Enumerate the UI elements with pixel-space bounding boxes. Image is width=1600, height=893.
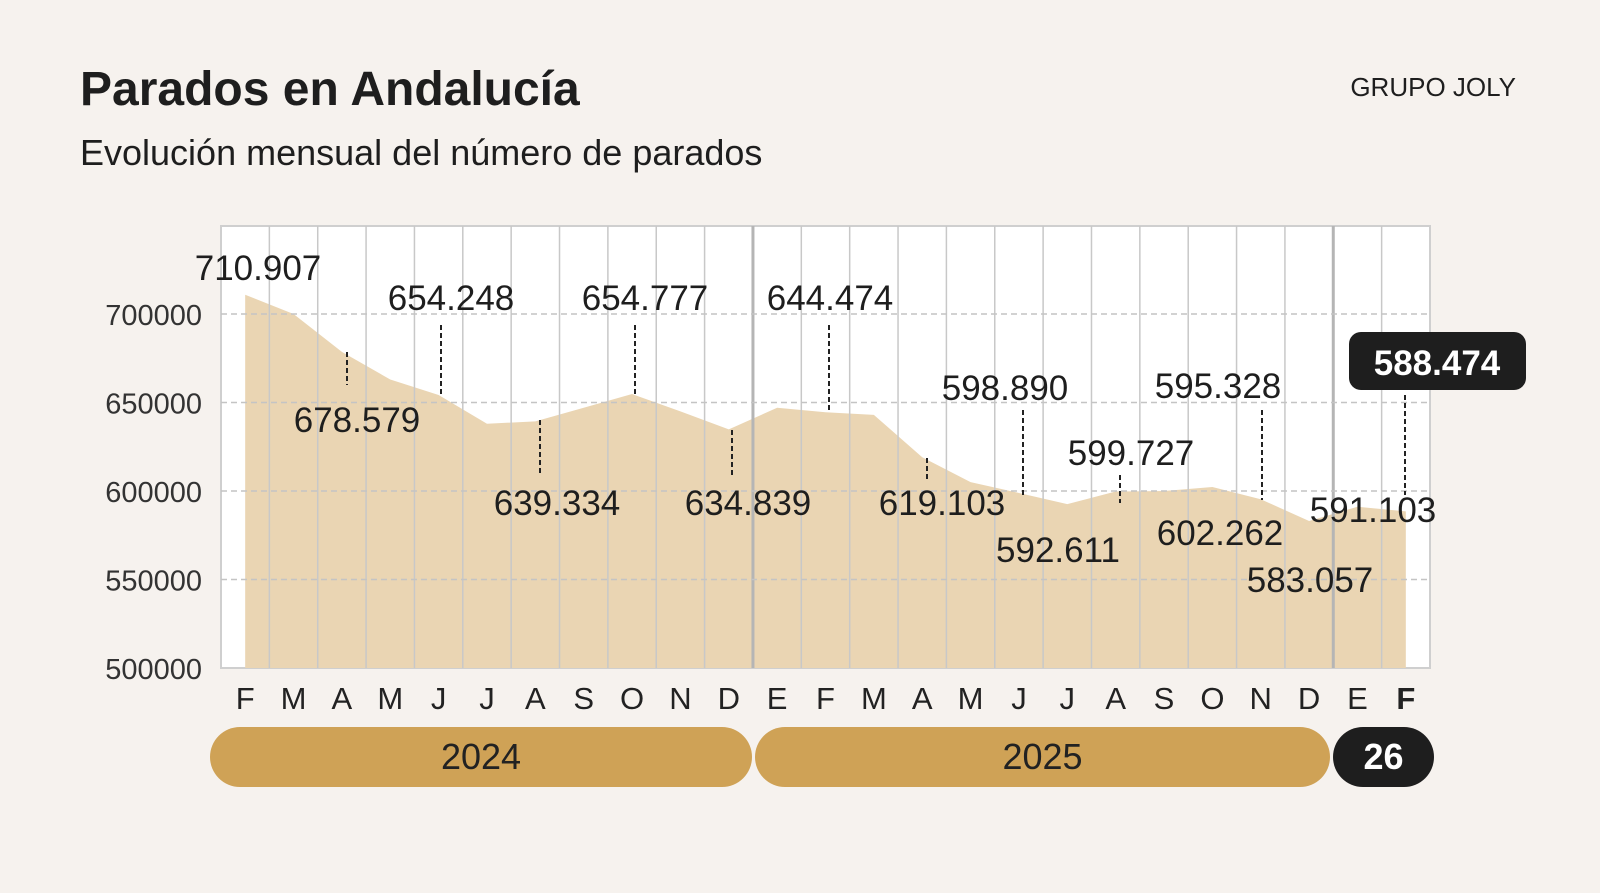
x-tick-label: M [861, 681, 887, 716]
year-label: 2024 [441, 736, 521, 777]
x-tick-label: F [236, 681, 255, 716]
chart-subtitle: Evolución mensual del número de parados [80, 132, 763, 173]
year-pill [1333, 727, 1434, 787]
area-series [245, 294, 1406, 668]
chart-title: Parados en Andalucía [80, 63, 580, 116]
year-label: 2025 [1002, 736, 1082, 777]
x-tick-label: A [1105, 681, 1126, 716]
data-label: 591.103 [1310, 491, 1437, 530]
x-tick-label: J [479, 681, 495, 716]
data-label: 710.907 [195, 249, 322, 288]
data-label: 644.474 [767, 279, 894, 318]
data-label: 602.262 [1157, 514, 1284, 553]
data-label: 599.727 [1068, 434, 1195, 473]
data-label: 654.248 [388, 279, 515, 318]
y-tick-label: 700000 [105, 300, 202, 332]
x-tick-label: F [1396, 681, 1415, 716]
x-tick-label: A [332, 681, 353, 716]
x-tick-label: F [816, 681, 835, 716]
data-label: 634.839 [685, 484, 812, 523]
year-pill [755, 727, 1330, 787]
x-tick-label: M [281, 681, 307, 716]
data-label: 639.334 [494, 484, 621, 523]
x-tick-label: D [718, 681, 740, 716]
y-tick-label: 550000 [105, 566, 202, 598]
data-label: 592.611 [996, 531, 1120, 570]
year-pill [210, 727, 752, 787]
x-tick-label: E [767, 681, 788, 716]
data-label: 595.328 [1155, 367, 1282, 406]
x-tick-label: S [1154, 681, 1175, 716]
x-tick-label: A [912, 681, 933, 716]
y-tick-label: 650000 [105, 389, 202, 421]
x-tick-label: N [669, 681, 691, 716]
data-label: 619.103 [879, 484, 1006, 523]
data-label: 588.474 [1374, 344, 1501, 383]
x-tick-label: M [958, 681, 984, 716]
highlight-badge [1349, 332, 1526, 390]
data-label: 654.777 [582, 279, 709, 318]
y-tick-label: 500000 [105, 654, 202, 686]
x-tick-label: A [525, 681, 546, 716]
brand-label: GRUPO JOLY [1350, 72, 1516, 102]
x-tick-label: D [1298, 681, 1320, 716]
x-tick-label: J [431, 681, 447, 716]
x-tick-label: S [573, 681, 594, 716]
x-tick-label: E [1347, 681, 1368, 716]
x-tick-label: O [1200, 681, 1224, 716]
data-label: 598.890 [942, 369, 1069, 408]
data-label: 583.057 [1247, 561, 1374, 600]
x-tick-label: O [620, 681, 644, 716]
year-label: 26 [1363, 736, 1403, 777]
data-label: 678.579 [294, 401, 421, 440]
x-tick-label: J [1060, 681, 1076, 716]
x-tick-label: N [1250, 681, 1272, 716]
x-tick-label: J [1011, 681, 1027, 716]
x-tick-label: M [377, 681, 403, 716]
y-tick-label: 600000 [105, 477, 202, 509]
